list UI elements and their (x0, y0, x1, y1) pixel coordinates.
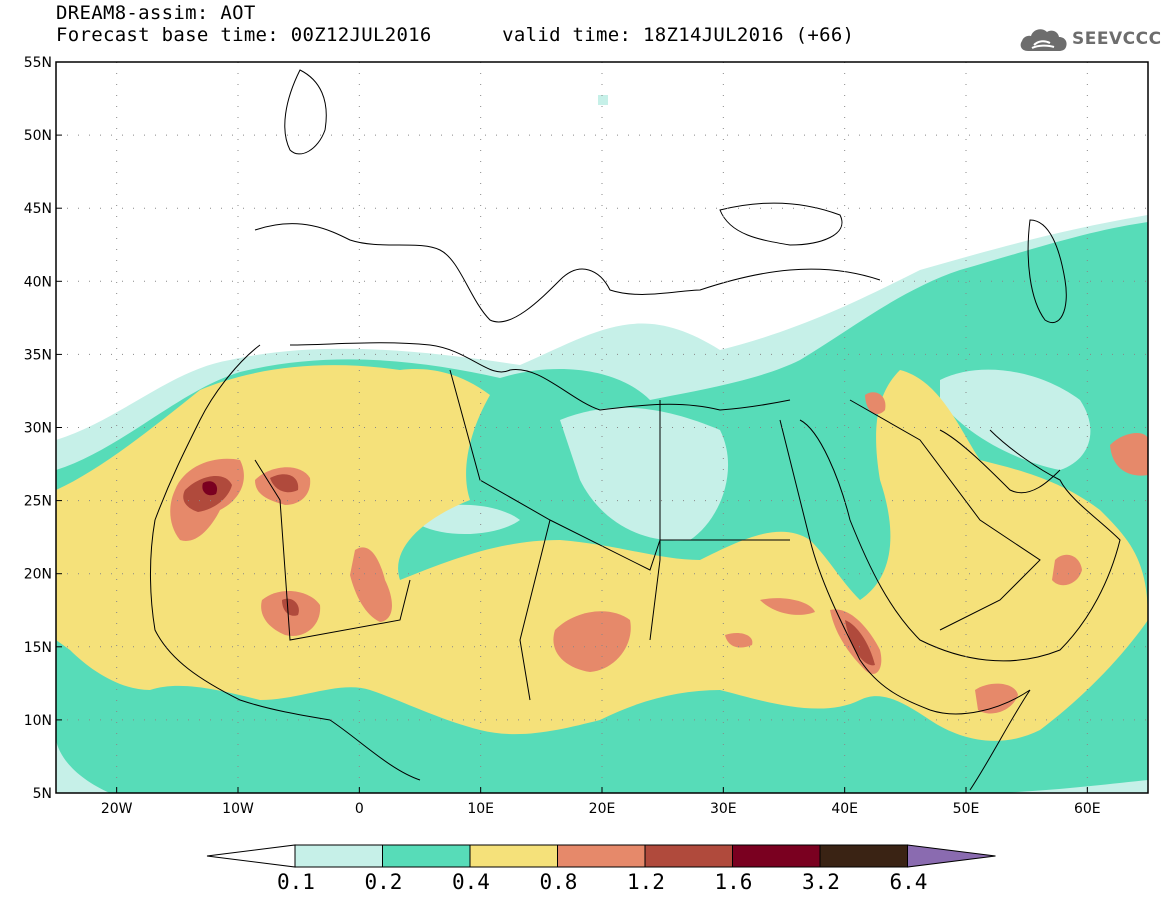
coast-arabia (799, 419, 1121, 662)
colorbar-label: 0.4 (452, 870, 490, 894)
colorbar-label: 0.1 (277, 870, 315, 894)
aot-patch-light-1 (560, 407, 729, 541)
grid-lines (56, 61, 1148, 794)
colorbar-segment (294, 844, 383, 868)
base-time-value: 00Z12JUL2016 (290, 24, 432, 46)
lat-label: 5N (33, 786, 52, 802)
cloud-icon (1020, 29, 1067, 51)
coast-red-sea (779, 419, 931, 711)
border-sahara-3 (649, 400, 661, 641)
aot-peak-1 (202, 481, 218, 496)
aot-blob-7 (1052, 554, 1082, 586)
colorbar-segment (557, 844, 646, 868)
colorbar-segment (382, 844, 471, 868)
axis-ticks: 20W 10W 0 10E 20E 30E 40E 50E 60E 55N 50N 45N 40N 35N… (24, 55, 1101, 817)
colorbar-segment (819, 844, 908, 868)
lat-label: 35N (24, 347, 52, 363)
valid-time-value: 18Z14JUL2016 (+66) (643, 24, 855, 46)
aot-blob-10 (865, 392, 886, 415)
border-sahara-4 (519, 519, 551, 701)
border-sahara-1 (449, 369, 790, 571)
colorbar-label: 3.2 (802, 870, 840, 894)
coastlines (149, 69, 1121, 791)
colorbar-arrow-low (206, 844, 296, 868)
lat-label: 20N (24, 567, 52, 583)
aot-blob-9 (1110, 433, 1148, 476)
coast-north-africa (289, 342, 791, 411)
base-time-label: Forecast base time: (56, 24, 280, 46)
lat-label: 30N (24, 421, 52, 437)
border-sahara-2 (254, 459, 411, 641)
lat-label: 45N (24, 201, 52, 217)
coast-persian-gulf (939, 429, 1061, 494)
lon-label: 20W (101, 801, 133, 817)
lon-label: 10E (467, 801, 494, 817)
coast-west-africa (149, 344, 421, 781)
colorbar-label: 6.4 (889, 870, 928, 894)
colorbar (206, 844, 996, 868)
valid-time-label: valid time: (502, 24, 632, 46)
time-line: Forecast base time: 00Z12JUL2016 valid t… (56, 24, 854, 46)
lon-label: 0 (355, 801, 364, 817)
aot-blob-5 (553, 611, 631, 672)
lon-label: 60E (1074, 801, 1101, 817)
colorbar-label: 0.8 (539, 870, 578, 894)
aot-core-3 (282, 598, 299, 616)
lon-label: 30E (710, 801, 737, 817)
seevccc-logo: SEEVCCC (1018, 23, 1161, 55)
colorbar-label: 1.2 (627, 870, 665, 894)
aot-field (56, 62, 1148, 793)
lon-label: 10W (222, 801, 254, 817)
aot-blob-8 (975, 683, 1018, 714)
colorbar-segment (469, 844, 558, 868)
lat-label: 10N (24, 713, 52, 729)
aot-blob-11 (760, 598, 815, 615)
lat-label: 25N (24, 494, 52, 510)
aot-core-4 (845, 620, 875, 666)
lon-label: 50E (953, 801, 980, 817)
lat-label: 40N (24, 274, 52, 290)
map-title: DREAM8-assim: AOT (56, 2, 256, 24)
colorbar-segment (644, 844, 733, 868)
colorbar-arrow-high (907, 844, 996, 868)
lon-label: 40E (831, 801, 858, 817)
lon-label: 20E (589, 801, 616, 817)
coast-horn (929, 689, 1031, 791)
coast-black-sea (719, 202, 843, 246)
coast-europe-south (254, 223, 881, 323)
colorbar-label: 1.6 (714, 870, 753, 894)
coast-uk (284, 69, 327, 155)
border-arabia (849, 399, 1041, 631)
aot-core-2 (270, 474, 299, 493)
aot-blob-12 (725, 633, 753, 648)
colorbar-segment (732, 844, 821, 868)
aot-band-01-b (598, 95, 608, 105)
aot-patch-light-2 (940, 369, 1091, 470)
coast-caspian (1027, 219, 1067, 323)
colorbar-label: 0.2 (364, 870, 403, 894)
aot-patch-light-3 (420, 504, 520, 535)
lat-label: 50N (24, 128, 52, 144)
aot-blob-3 (350, 547, 392, 622)
lat-label: 55N (24, 55, 52, 71)
logo-text: SEEVCCC (1072, 29, 1162, 49)
lat-label: 15N (24, 640, 52, 656)
